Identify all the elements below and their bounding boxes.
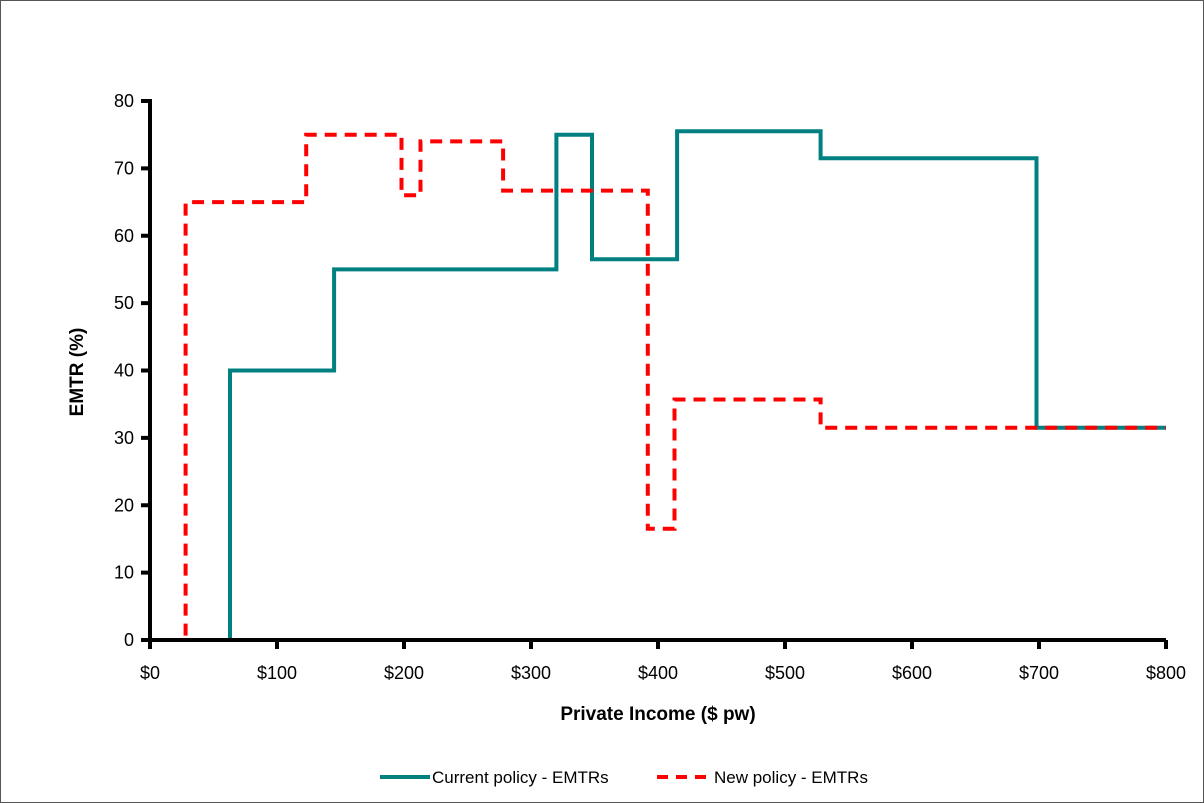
x-tick-label: $500 xyxy=(765,663,805,683)
x-tick-label: $0 xyxy=(140,663,160,683)
y-tick-label: 10 xyxy=(114,563,134,583)
x-tick-label: $100 xyxy=(257,663,297,683)
legend-label-2: New policy - EMTRs xyxy=(714,768,868,787)
y-tick-label: 0 xyxy=(124,630,134,650)
axes: 0 10 20 30 40 50 60 70 80 $0 $100 $200 $300 $400 $500 $… xyxy=(114,91,1186,683)
x-tick-label: $200 xyxy=(384,663,424,683)
y-tick-label: 60 xyxy=(114,226,134,246)
y-tick-label: 70 xyxy=(114,158,134,178)
legend-label-1: Current policy - EMTRs xyxy=(432,768,609,787)
y-tick-label: 40 xyxy=(114,361,134,381)
x-tick-label: $400 xyxy=(638,663,678,683)
y-tick-label: 20 xyxy=(114,495,134,515)
plot-lines xyxy=(150,129,1166,642)
y-tick-label: 30 xyxy=(114,428,134,448)
x-tick-label: $700 xyxy=(1019,663,1059,683)
x-tick-label: $300 xyxy=(511,663,551,683)
x-tick-label: $800 xyxy=(1146,663,1186,683)
legend: Current policy - EMTRs New policy - EMTRs xyxy=(380,768,868,787)
y-axis-title: EMTR (%) xyxy=(67,328,88,417)
series-line-2 xyxy=(150,132,1166,642)
x-tick-label: $600 xyxy=(892,663,932,683)
x-axis-title: Private Income ($ pw) xyxy=(560,704,755,725)
series-line-1 xyxy=(150,129,1166,642)
y-tick-label: 80 xyxy=(114,91,134,111)
y-tick-label: 50 xyxy=(114,293,134,313)
